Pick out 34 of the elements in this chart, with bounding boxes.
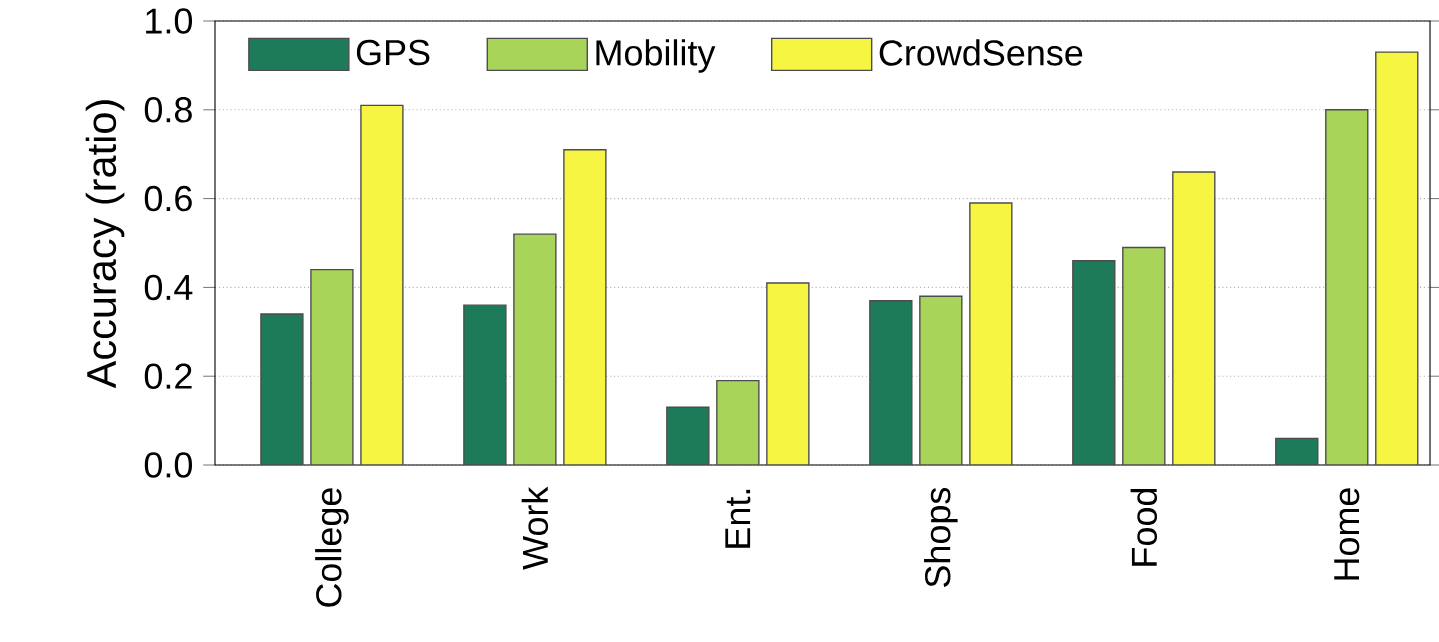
- x-tick-label: Food: [1130, 488, 1158, 566]
- bar: [563, 149, 607, 466]
- bar: [463, 304, 507, 466]
- bar: [919, 295, 963, 466]
- y-tick-label: 0.4: [144, 274, 193, 301]
- y-tick-label: 0.8: [144, 97, 192, 123]
- bar: [310, 268, 354, 466]
- bar: [513, 233, 557, 466]
- y-axis-title: Accuracy (ratio): [85, 100, 125, 389]
- bar: [969, 202, 1013, 466]
- y-tick-label: 0.0: [144, 452, 193, 478]
- x-tick-label: Home: [1334, 488, 1360, 580]
- x-tick-label: Ent.: [725, 489, 751, 548]
- bar: [1325, 109, 1369, 466]
- bar: [1375, 51, 1419, 466]
- bar: [1172, 171, 1216, 466]
- legend-label: CrowdSense: [879, 39, 1083, 66]
- x-tick-label: Work: [521, 486, 549, 570]
- bar: [666, 406, 710, 466]
- bar: [1072, 260, 1116, 466]
- legend-label: GPS: [356, 39, 430, 66]
- bar: [869, 300, 913, 466]
- x-tick-label: Shops: [924, 487, 958, 587]
- bar: [1275, 437, 1319, 466]
- x-tick-label: College: [315, 488, 349, 607]
- bar: [766, 282, 810, 466]
- y-tick-label: 0.6: [144, 185, 192, 212]
- bar: [360, 104, 404, 466]
- legend-label: Mobility: [596, 39, 716, 73]
- bar: [716, 379, 760, 466]
- y-tick-label: 0.2: [144, 363, 192, 389]
- bar: [260, 313, 304, 466]
- y-tick-label: 1.0: [146, 8, 193, 34]
- bar: [1122, 246, 1166, 466]
